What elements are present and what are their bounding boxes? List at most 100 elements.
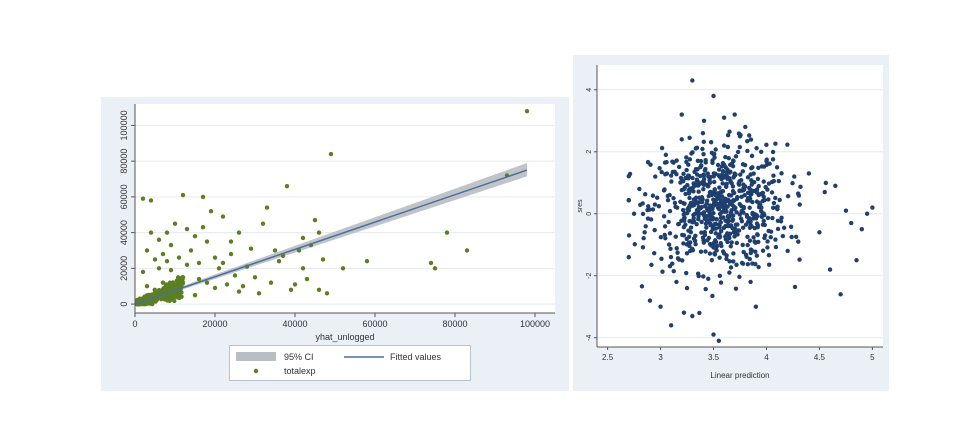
data-point [626,233,632,238]
data-point [736,182,742,187]
data-point [524,108,530,114]
data-point [717,255,722,260]
data-point [790,180,795,186]
data-point [180,192,186,198]
data-point [753,304,759,309]
x-tick-label: 40000 [282,319,307,329]
data-point [688,225,694,230]
data-point [728,169,733,174]
data-point [694,172,700,177]
data-point [204,239,210,244]
x-tick-label: 3 [658,353,663,362]
data-point [759,164,765,169]
data-point [719,164,725,169]
data-point [701,186,706,192]
data-point [737,201,742,207]
data-point [260,221,266,226]
data-point [726,218,731,224]
data-point [316,287,322,292]
data-point [760,248,766,253]
data-point [713,238,718,243]
data-point [160,280,166,285]
data-point [184,262,190,267]
data-point [706,206,711,211]
data-point [676,221,682,227]
data-point [773,244,779,250]
data-point [773,237,778,242]
data-point [747,238,753,243]
data-point [296,248,302,253]
data-point [732,206,737,212]
data-point [657,166,662,171]
data-point [364,258,370,264]
data-point [200,194,206,200]
data-point [701,151,706,157]
data-point [673,204,678,209]
data-point [690,313,695,319]
data-point [658,234,664,240]
data-point [745,242,750,248]
data-point [152,287,157,292]
data-point [663,172,668,177]
data-point [718,240,723,246]
data-point [827,267,833,272]
data-point [662,160,668,165]
data-point [785,142,790,147]
data-point [156,266,162,271]
data-point [728,210,734,215]
data-point [737,179,742,184]
data-point [673,234,678,239]
data-point [645,207,650,213]
data-point [682,218,687,223]
data-point [717,273,723,279]
legend-left: 95% CI Fitted values totalexp [229,345,471,381]
data-point [159,296,164,302]
legend-ci-swatch [236,352,276,361]
data-point [756,183,761,189]
data-point [752,239,757,244]
data-point [870,205,875,210]
data-point [770,205,776,210]
data-point [780,233,786,239]
data-point [179,290,184,295]
data-point [693,242,698,247]
data-point [718,194,723,199]
data-point [748,137,754,142]
data-point [671,195,676,201]
data-point [699,204,704,210]
data-point [729,161,735,166]
data-point [681,224,687,230]
x-tick-label: 100000 [520,319,550,329]
data-point [292,282,298,287]
data-point [646,204,651,209]
y-tick-label: -2 [586,273,593,279]
data-point [703,157,708,163]
data-point [172,221,178,226]
data-point [733,286,739,291]
data-point [686,191,692,196]
data-point [740,242,745,248]
data-point [667,263,673,269]
data-point [747,256,752,262]
data-point [684,167,689,173]
data-point [668,254,674,260]
data-point [196,276,202,282]
data-point [692,238,698,243]
data-point [652,202,658,207]
data-point [761,218,766,224]
data-point [652,250,657,256]
y-tick-label: 60000 [119,184,129,209]
data-point [715,191,720,196]
data-point [710,160,715,166]
data-point [168,242,174,248]
data-point [733,226,738,232]
x-tick-label: 2.5 [602,353,614,362]
data-point [640,201,645,206]
data-point [737,274,742,280]
data-point [706,184,711,189]
data-point [300,266,306,271]
x-tick-label: 4.5 [814,353,826,362]
data-point [228,251,234,257]
legend-ci-label: 95% CI [284,352,314,362]
data-point [700,130,706,136]
